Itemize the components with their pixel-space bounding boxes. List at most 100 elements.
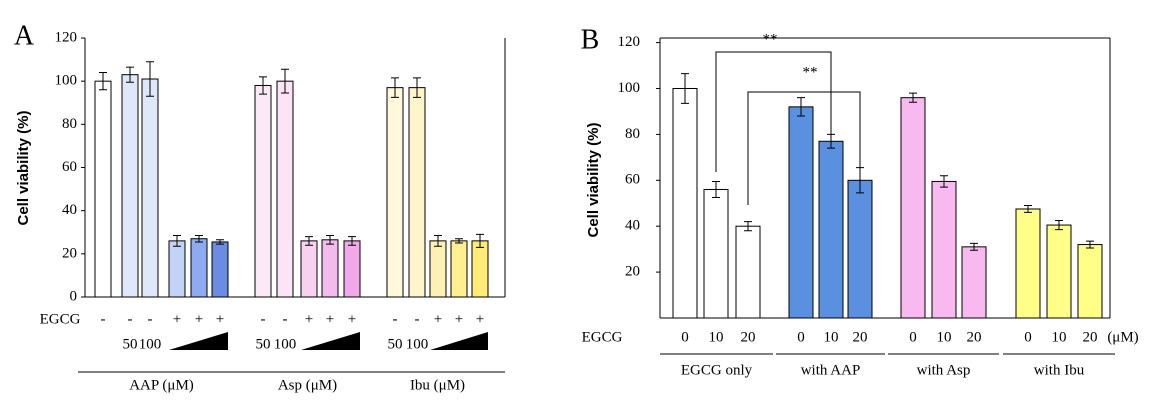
significance-label: ** <box>763 31 778 47</box>
x-tick-label: + <box>216 311 224 327</box>
error-bar <box>712 180 720 199</box>
bar <box>168 240 186 298</box>
bar <box>386 87 404 298</box>
error-bar <box>797 97 805 117</box>
x-tick-label: + <box>195 311 203 327</box>
bar <box>141 78 159 298</box>
bar <box>300 240 318 298</box>
bar <box>343 240 361 298</box>
bar <box>121 74 139 298</box>
panel-letter: A <box>14 20 35 51</box>
dose-label: 100 <box>406 336 429 352</box>
bar <box>672 87 698 319</box>
error-bar <box>326 234 334 245</box>
significance-bracket <box>715 51 832 172</box>
x-tick-label: 20 <box>967 329 982 345</box>
bar <box>900 97 926 319</box>
x-tick-label: + <box>434 311 442 327</box>
bar <box>1015 208 1041 319</box>
bar <box>408 87 426 298</box>
y-axis-label: Cell viability (%) <box>15 110 32 225</box>
y-tick-label: 60 <box>62 159 77 175</box>
y-tick-label: 20 <box>62 245 77 261</box>
x-tick-label: 20 <box>741 329 756 345</box>
bar <box>450 240 468 298</box>
bar <box>429 240 447 298</box>
error-bar <box>434 234 442 247</box>
x-tick-label: 0 <box>681 329 689 345</box>
significance-bracket <box>747 91 861 205</box>
x-tick-label: 10 <box>824 329 839 345</box>
y-tick-label: 100 <box>55 73 78 89</box>
dose-label: 50 <box>388 336 403 352</box>
x-tick-label: + <box>326 311 334 327</box>
x-tick-label: - <box>101 311 106 327</box>
x-tick-label: - <box>261 311 266 327</box>
error-bar <box>126 66 134 83</box>
y-tick-label: 40 <box>62 202 77 218</box>
bar <box>211 241 229 298</box>
bar <box>254 84 272 298</box>
x-tick-label: 0 <box>1024 329 1032 345</box>
bar <box>276 80 294 298</box>
error-bar <box>281 68 289 94</box>
group-label: EGCG only <box>681 362 753 378</box>
group-label: AAP (μM) <box>129 377 194 393</box>
dose-label: 50 <box>123 336 138 352</box>
bar <box>321 239 339 298</box>
group-label: Asp (μM) <box>278 377 337 393</box>
x-tick-label: + <box>348 311 356 327</box>
bar <box>703 188 729 319</box>
error-bar <box>455 238 463 244</box>
x-tick-label: + <box>455 311 463 327</box>
x-tick-label: 0 <box>909 329 917 345</box>
error-bar <box>173 234 181 247</box>
dose-ramp <box>169 332 228 350</box>
x-tick-label: + <box>173 311 181 327</box>
error-bar <box>1086 240 1094 249</box>
error-bar <box>99 72 107 91</box>
error-bar <box>216 239 224 245</box>
y-tick-label: 60 <box>625 172 640 188</box>
x-tick-label: - <box>393 311 398 327</box>
bar <box>1077 244 1103 319</box>
dose-label: 100 <box>139 336 162 352</box>
group-label: with AAP <box>801 362 861 378</box>
unit-label: (μM) <box>1107 329 1138 345</box>
error-bar <box>744 221 752 232</box>
bar <box>961 246 987 319</box>
error-bar <box>681 73 689 104</box>
x-tick-label: 10 <box>709 329 724 345</box>
bar <box>1046 224 1072 319</box>
bar <box>847 179 873 319</box>
error-bar <box>970 242 978 251</box>
group-label: with Ibu <box>1034 362 1085 378</box>
x-tick-label: 20 <box>853 329 868 345</box>
bar <box>471 240 489 298</box>
x-tick-label: - <box>148 311 153 327</box>
group-label: with Asp <box>917 362 971 378</box>
bar <box>190 238 208 298</box>
y-axis-label: Cell viability (%) <box>585 122 602 237</box>
group-label: Ibu (μM) <box>410 377 465 393</box>
error-bar <box>259 76 267 95</box>
x-tick-label: 10 <box>1052 329 1067 345</box>
y-tick-label: 80 <box>62 116 77 132</box>
y-tick-label: 0 <box>70 288 78 304</box>
bar <box>788 106 814 319</box>
dose-label: 50 <box>256 336 271 352</box>
bar <box>931 180 957 319</box>
row-label: EGCG <box>40 311 81 327</box>
x-tick-label: - <box>128 311 133 327</box>
error-bar <box>413 77 421 98</box>
row-label: EGCG <box>582 329 623 345</box>
y-tick-label: 120 <box>55 29 78 45</box>
error-bar <box>195 234 203 243</box>
x-tick-label: 10 <box>937 329 952 345</box>
error-bar <box>1024 205 1032 213</box>
error-bar <box>1055 219 1063 231</box>
bar <box>818 140 844 319</box>
x-tick-label: 20 <box>1083 329 1098 345</box>
significance-label: ** <box>803 64 818 80</box>
